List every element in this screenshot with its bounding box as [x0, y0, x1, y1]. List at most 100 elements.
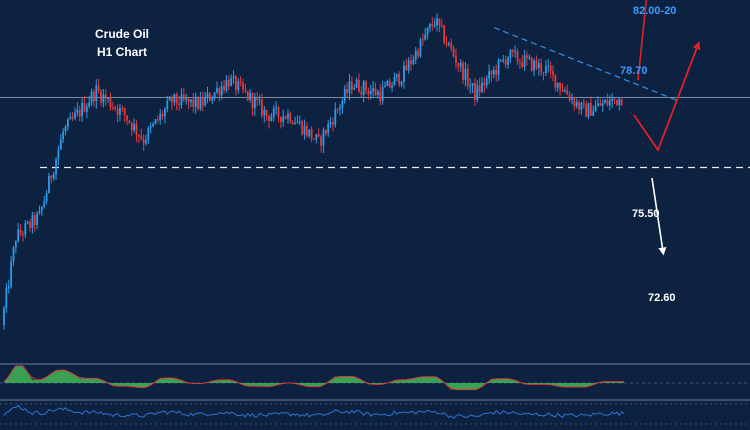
candle [431, 17, 434, 31]
candle [270, 113, 273, 122]
candle-body [445, 43, 448, 45]
candle-body [433, 24, 436, 26]
candle-body [374, 88, 377, 96]
candle-body [192, 99, 195, 107]
candle [474, 77, 476, 106]
candle-body [440, 25, 443, 27]
candle-body [317, 134, 320, 137]
candle-body [227, 79, 230, 87]
candle [391, 81, 393, 92]
candle [83, 95, 86, 113]
candle [545, 59, 547, 77]
candle [398, 71, 401, 88]
candle [62, 128, 65, 144]
candle [33, 211, 36, 232]
candle [216, 81, 218, 94]
candle [589, 96, 592, 116]
candle [268, 114, 270, 129]
candle [542, 72, 545, 81]
candle-body [178, 103, 181, 106]
candle-body [587, 103, 590, 117]
candle [265, 109, 268, 121]
candle [471, 82, 474, 94]
candle-body [533, 60, 535, 71]
oscillator-histogram [4, 366, 624, 390]
candle-body [204, 97, 207, 106]
candle-body [514, 51, 517, 53]
candle-body [369, 90, 372, 95]
candle [90, 88, 93, 106]
candle [97, 78, 100, 94]
candle-body [462, 62, 464, 81]
candle-body [123, 108, 126, 116]
candle [5, 282, 8, 314]
candle-body [119, 107, 121, 115]
candle-body [201, 98, 204, 106]
candle-body [360, 91, 363, 95]
candle [256, 92, 259, 107]
candle [277, 105, 280, 123]
candle-body [251, 92, 254, 109]
candle-body [367, 90, 370, 95]
candle [481, 76, 483, 94]
candle [22, 230, 24, 242]
candle-body [608, 100, 611, 106]
candle [111, 101, 114, 111]
candle [173, 93, 176, 106]
candle-body [237, 81, 240, 91]
candle-body [88, 102, 91, 107]
candle-body [509, 49, 512, 58]
candle [447, 41, 450, 47]
candle-body [358, 79, 360, 92]
candle [365, 79, 367, 94]
candle [59, 133, 62, 150]
candle [414, 46, 417, 65]
candle-body [197, 96, 199, 109]
candle [606, 93, 609, 107]
candle [530, 56, 533, 72]
candle-body [109, 97, 112, 108]
candle [140, 128, 143, 141]
candle-body [171, 98, 173, 103]
candle-body [474, 82, 476, 100]
candle [152, 121, 154, 128]
candle-body [334, 109, 337, 125]
candle-body [400, 81, 403, 85]
candle-body [386, 80, 389, 86]
candle [147, 125, 150, 145]
candle-body [436, 18, 438, 25]
candle [372, 81, 375, 97]
candle [367, 87, 370, 100]
candle [561, 82, 564, 93]
candle [180, 88, 183, 109]
candle-body [93, 91, 95, 102]
candle [563, 87, 566, 93]
candle [353, 84, 356, 91]
candle [421, 33, 424, 47]
candle [301, 120, 304, 136]
candle [540, 58, 543, 76]
candle-body [410, 60, 412, 64]
candle [126, 115, 128, 126]
candle-body [14, 241, 17, 248]
bearish-scenario-arrow [651, 177, 667, 256]
candle-body [282, 116, 285, 122]
candle-body [476, 85, 479, 100]
candle-body [303, 125, 306, 135]
candle-body [66, 119, 69, 127]
candle [154, 118, 157, 125]
candle [355, 77, 358, 89]
candle-body [225, 79, 228, 91]
candle-body [582, 102, 585, 105]
candle-body [372, 88, 375, 91]
candle [168, 96, 171, 101]
candle [249, 89, 252, 103]
candle-body [339, 107, 341, 110]
candle-body [502, 59, 505, 61]
candle-body [83, 102, 86, 113]
candle-body [597, 103, 599, 106]
candle-body [116, 108, 119, 115]
candle-body [561, 89, 564, 92]
candle-body [542, 72, 545, 74]
candle-body [573, 98, 576, 107]
